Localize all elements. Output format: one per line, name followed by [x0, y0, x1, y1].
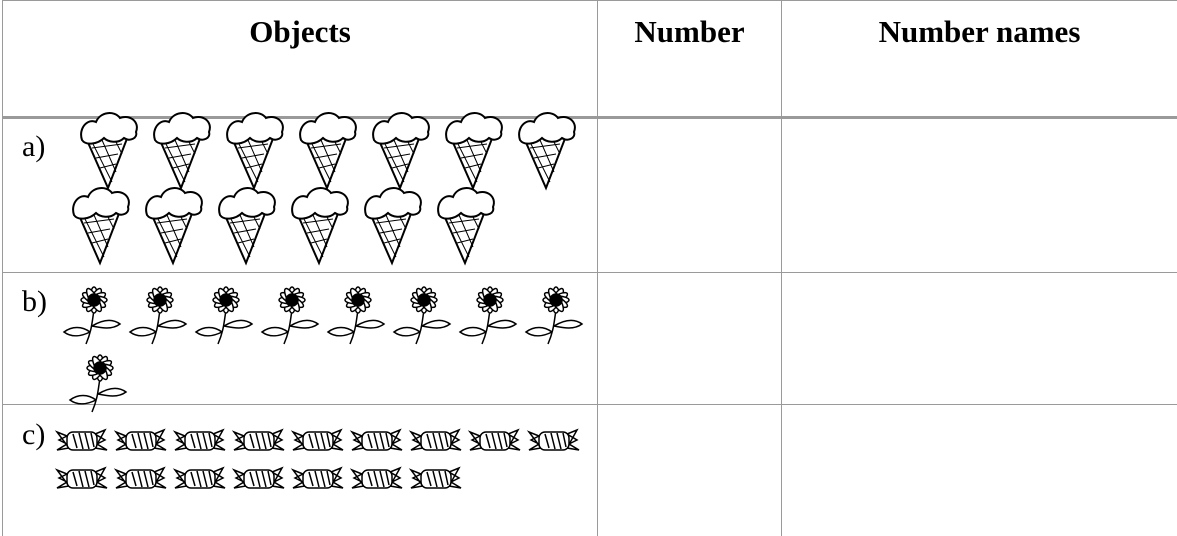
ice-cream-icon: [226, 112, 284, 189]
column-header: Number: [634, 14, 745, 49]
flower-icon: [261, 285, 319, 345]
border-col: [781, 0, 782, 536]
row-label: b): [22, 285, 47, 318]
flower-icon: [525, 285, 583, 345]
candy-icon: [233, 467, 285, 489]
column-header: Objects: [249, 14, 351, 49]
ice-cream-icon: [445, 112, 503, 189]
candy-icon: [410, 467, 462, 489]
ice-cream-icon: [364, 187, 422, 264]
ice-cream-icon: [218, 187, 276, 264]
border-col: [597, 0, 598, 536]
flower-icon: [327, 285, 385, 345]
flower-icon: [459, 285, 517, 345]
ice-cream-icon: [437, 187, 495, 264]
border-left: [2, 0, 3, 536]
ice-cream-icon: [145, 187, 203, 264]
candy-icon: [351, 429, 403, 451]
candy-icon: [528, 429, 580, 451]
candy-icon: [56, 467, 108, 489]
candy-icon: [56, 429, 108, 451]
candy-icon: [410, 429, 462, 451]
candy-icon: [115, 467, 167, 489]
candy-icon: [469, 429, 521, 451]
border-top: [2, 0, 1177, 1]
row-label: c): [22, 418, 46, 451]
ice-cream-icon: [299, 112, 357, 189]
candy-icon: [115, 429, 167, 451]
flower-icon: [195, 285, 253, 345]
flower-icon: [69, 353, 127, 413]
candy-icon: [292, 467, 344, 489]
ice-cream-icon: [153, 112, 211, 189]
candy-icon: [351, 467, 403, 489]
ice-cream-icon: [80, 112, 138, 189]
candy-icon: [292, 429, 344, 451]
candy-icon: [174, 467, 226, 489]
border-row: [2, 272, 1177, 273]
ice-cream-icon: [72, 187, 130, 264]
flower-icon: [393, 285, 451, 345]
row-label: a): [22, 130, 46, 163]
border-header: [2, 116, 1177, 119]
ice-cream-icon: [518, 112, 576, 189]
candy-icon: [233, 429, 285, 451]
border-row: [2, 404, 1177, 405]
candy-icon: [174, 429, 226, 451]
flower-icon: [129, 285, 187, 345]
ice-cream-icon: [372, 112, 430, 189]
flower-icon: [63, 285, 121, 345]
column-header: Number names: [878, 14, 1081, 49]
ice-cream-icon: [291, 187, 349, 264]
